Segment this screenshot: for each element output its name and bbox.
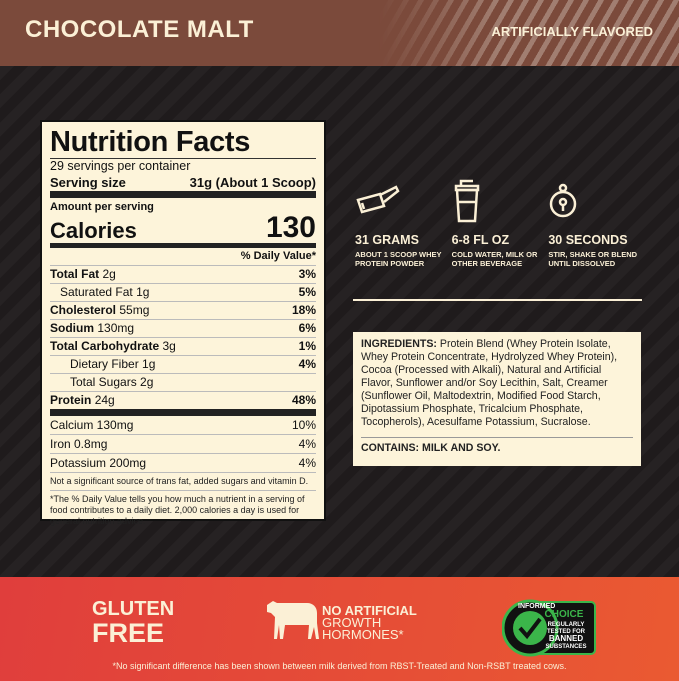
nutrient-row: Cholesterol 55mg 18% <box>50 302 316 320</box>
direction-sub: ABOUT 1 SCOOP WHEY PROTEIN POWDER <box>355 250 442 268</box>
nah-line2: GROWTH <box>322 615 382 630</box>
shaker-icon <box>454 179 479 223</box>
mineral-row: Iron 0.8mg 4% <box>50 435 316 454</box>
direction-scoop: 31 GRAMS ABOUT 1 SCOOP WHEY PROTEIN POWD… <box>355 178 452 268</box>
directions: 31 GRAMS ABOUT 1 SCOOP WHEY PROTEIN POWD… <box>355 178 645 268</box>
nutrient-row: Saturated Fat 1g 5% <box>50 284 316 302</box>
no-hormones-badge: NO ARTIFICIAL GROWTH HORMONES* <box>322 603 417 642</box>
nutrient-dv: 48% <box>291 393 316 407</box>
badge-band: GLUTEN FREE NO ARTIFICIAL GROWTH HORMONES* … <box>0 577 679 681</box>
free-text: FREE <box>92 618 165 648</box>
ingredients-box: INGREDIENTS: Protein Blend (Whey Protein… <box>353 332 641 466</box>
nutrient-name: Dietary Fiber 1g <box>70 357 156 371</box>
calories-value: 130 <box>265 211 316 244</box>
nutrient-row: Sodium 130mg 6% <box>50 320 316 338</box>
mineral-name: Iron 0.8mg <box>50 437 108 451</box>
nutrient-row: Protein 24g 48% <box>50 392 316 416</box>
mineral-dv: 10% <box>291 418 316 432</box>
nutrition-title: Nutrition Facts <box>50 126 316 159</box>
flavor-note: ARTIFICIALLY FLAVORED <box>491 24 653 39</box>
ic-ring-text: INFORMED <box>518 603 555 610</box>
nutrient-dv: 5% <box>298 285 316 299</box>
footnote: *No significant difference has been show… <box>112 661 567 671</box>
nutrient-name: Sodium 130mg <box>50 321 135 335</box>
amount-label: Amount per serving <box>50 201 154 213</box>
nutrient-name: Protein 24g <box>50 393 115 407</box>
ic-sub: REGULARLY <box>548 622 585 628</box>
direction-title: 30 SECONDS <box>548 233 628 247</box>
nutrient-name: Total Sugars 2g <box>70 375 154 389</box>
flavor-banner: CHOCOLATE MALT ARTIFICIALLY FLAVORED <box>0 0 679 66</box>
allergens: CONTAINS: MILK AND SOY. <box>361 437 633 455</box>
dv-footnote: *The % Daily Value tells you how much a … <box>50 494 305 526</box>
dv-header: % Daily Value* <box>50 248 316 266</box>
serving-size-value: 31g (About 1 Scoop) <box>189 175 316 190</box>
calories-row: Calories 130 <box>50 213 316 248</box>
nutrient-row: Total Sugars 2g <box>50 374 316 392</box>
serving-size-label: Serving size <box>50 175 126 190</box>
nutrient-row: Total Carbohydrate 3g 1% <box>50 338 316 356</box>
nutrient-name: Saturated Fat 1g <box>60 285 150 299</box>
nutrient-dv: 18% <box>291 303 316 317</box>
direction-title: 31 GRAMS <box>355 233 419 247</box>
direction-title: 6-8 FL OZ <box>451 233 510 247</box>
scoop-icon <box>356 185 400 214</box>
nutrient-row: Total Fat 2g 3% <box>50 266 316 284</box>
ic-sub: BANNED <box>549 634 583 643</box>
ic-choice-text: CHOICE <box>545 609 584 620</box>
nah-line3: HORMONES* <box>322 627 404 642</box>
nutrient-dv: 3% <box>298 267 316 281</box>
nutrition-facts-label: Nutrition Facts 29 servings per containe… <box>40 120 326 526</box>
direction-time: 30 SECONDS STIR, SHAKE OR BLEND UNTIL DI… <box>548 178 645 268</box>
stripe-pattern <box>379 0 679 66</box>
nutrient-dv: 6% <box>298 321 316 335</box>
nutrient-name: Total Carbohydrate 3g <box>50 339 176 353</box>
note-trans-fat: Not a significant source of trans fat, a… <box>50 473 316 491</box>
gluten-text: GLUTEN <box>92 598 175 620</box>
mineral-row: Calcium 130mg 10% <box>50 416 316 435</box>
ic-sub: TESTED FOR <box>547 629 586 635</box>
ingredients-label: INGREDIENTS: <box>361 338 437 350</box>
divider <box>353 299 642 301</box>
direction-sub: COLD WATER, MILK OR OTHER BEVERAGE <box>451 250 538 268</box>
mineral-dv: 4% <box>298 456 316 470</box>
timer-icon <box>550 183 577 218</box>
cow-icon <box>267 601 319 639</box>
ic-sub: SUBSTANCES <box>546 644 587 650</box>
mineral-name: Potassium 200mg <box>50 456 147 470</box>
nutrient-name: Cholesterol 55mg <box>50 303 150 317</box>
direction-liquid: 6-8 FL OZ COLD WATER, MILK OR OTHER BEVE… <box>452 178 549 268</box>
mineral-row: Potassium 200mg 4% <box>50 454 316 473</box>
calories-label: Calories <box>50 218 137 243</box>
direction-sub: STIR, SHAKE OR BLEND UNTIL DISSOLVED <box>548 250 638 268</box>
nutrient-row: Dietary Fiber 1g 4% <box>50 356 316 374</box>
ingredients-list: Protein Blend (Whey Protein Isolate, Whe… <box>361 338 618 428</box>
nutrient-name: Total Fat 2g <box>50 267 116 281</box>
mineral-name: Calcium 130mg <box>50 418 134 432</box>
nutrient-dv: 1% <box>298 339 316 353</box>
mineral-dv: 4% <box>298 437 316 451</box>
ingredients-text: INGREDIENTS: Protein Blend (Whey Protein… <box>361 338 633 429</box>
nah-line1: NO ARTIFICIAL <box>322 603 417 618</box>
serving-size-row: Serving size 31g (About 1 Scoop) <box>50 174 316 198</box>
gluten-free-badge: GLUTEN FREE <box>92 597 175 648</box>
flavor-name: CHOCOLATE MALT <box>25 16 254 43</box>
servings: 29 servings per container <box>50 159 191 173</box>
nutrient-dv: 4% <box>298 357 316 371</box>
